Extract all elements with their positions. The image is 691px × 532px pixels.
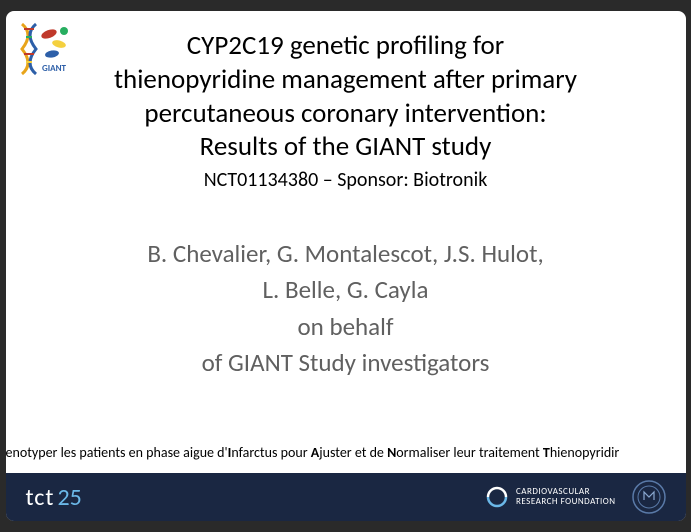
- presentation-slide: GIANT CYP2C19 genetic profiling for thie…: [6, 11, 686, 521]
- authors-line-1: B. Chevalier, G. Montalescot, J.S. Hulot…: [66, 236, 626, 272]
- title-line-3: percutaneous coronary intervention:: [66, 97, 626, 131]
- crf-logo-block: CARDIOVASCULAR RESEARCH FOUNDATION: [484, 484, 616, 510]
- svg-text:GIANT: GIANT: [42, 63, 67, 74]
- crf-swoosh-icon: [484, 484, 510, 510]
- dna-helix-icon: GIANT: [14, 19, 74, 79]
- french-acronym-text: enotyper les patients en phase aigue d'I…: [6, 444, 686, 461]
- seal-icon: [632, 480, 666, 514]
- title-subtitle: NCT01134380 – Sponsor: Biotronik: [66, 168, 626, 192]
- title-line-2: thienopyridine management after primary: [66, 63, 626, 97]
- authors-line-3: on behalf: [66, 309, 626, 345]
- authors-line-2: L. Belle, G. Cayla: [66, 272, 626, 308]
- tct-label: tct: [26, 483, 55, 512]
- french-bold-a: A: [311, 444, 319, 461]
- french-mid2: juster et de: [319, 444, 387, 461]
- title-line-4: Results of the GIANT study: [66, 130, 626, 164]
- authors-line-4: of GIANT Study investigators: [66, 345, 626, 381]
- footer-right-group: CARDIOVASCULAR RESEARCH FOUNDATION: [484, 480, 666, 514]
- french-prefix: enotyper les patients en phase aigue d': [6, 444, 228, 461]
- french-mid1: nfarctus pour: [231, 444, 310, 461]
- title-block: CYP2C19 genetic profiling for thienopyri…: [66, 29, 626, 192]
- french-bold-t: T: [543, 444, 550, 461]
- french-bold-n: N: [387, 444, 396, 461]
- crf-text: CARDIOVASCULAR RESEARCH FOUNDATION: [516, 487, 616, 507]
- french-suffix: hienopyridir: [550, 444, 619, 461]
- giant-study-logo: GIANT: [14, 19, 74, 79]
- title-line-1: CYP2C19 genetic profiling for: [66, 29, 626, 63]
- crf-line-2: RESEARCH FOUNDATION: [516, 497, 616, 507]
- french-mid3: ormaliser leur traitement: [396, 444, 543, 461]
- tct-number: 25: [57, 483, 81, 512]
- tct-logo: tct 25: [26, 483, 82, 512]
- authors-block: B. Chevalier, G. Montalescot, J.S. Hulot…: [66, 236, 626, 381]
- footer-bar: tct 25 CARDIOVASCULAR RESEARCH FOUNDATIO…: [6, 473, 686, 521]
